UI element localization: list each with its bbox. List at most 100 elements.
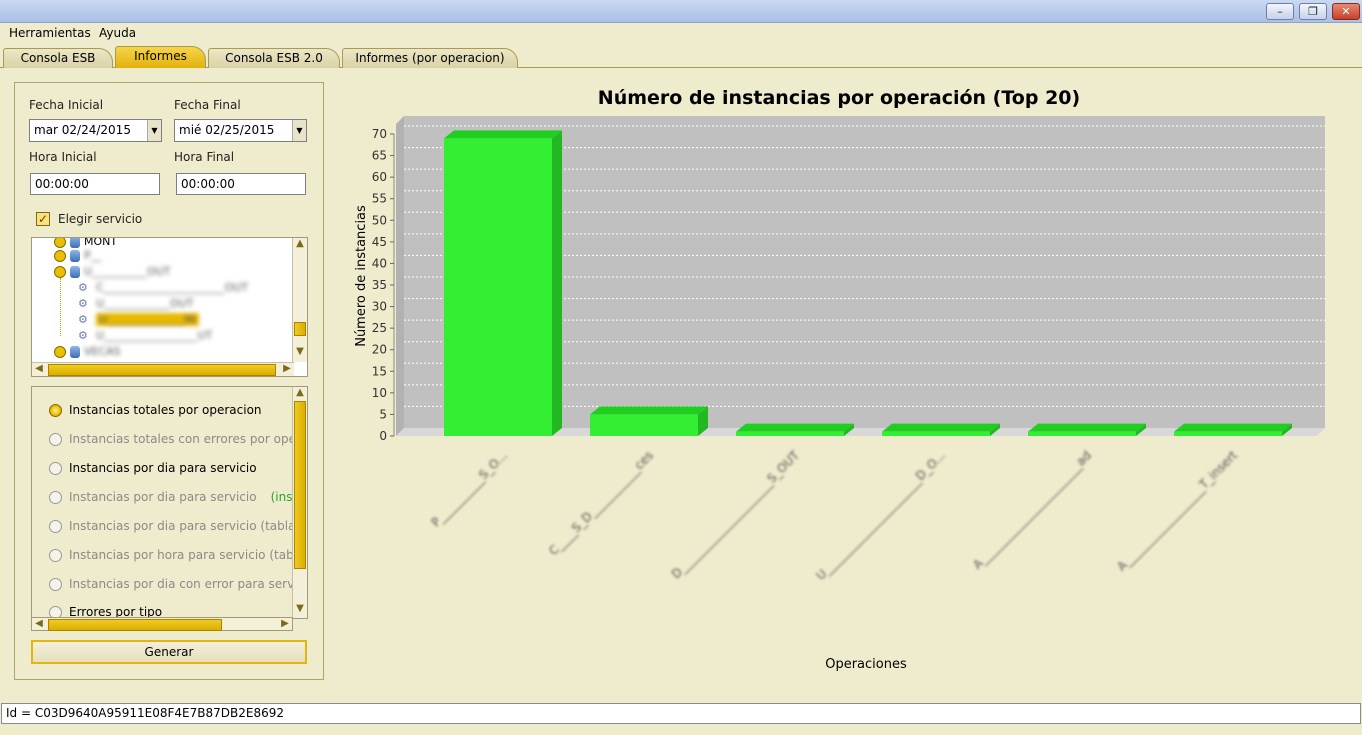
report-horizontal-scrollbar[interactable]: ◀ ▶ xyxy=(31,617,293,631)
operation-gear-icon: ⚙ xyxy=(78,329,88,342)
tab-consola-esb[interactable]: Consola ESB xyxy=(3,48,113,68)
fecha-inicial-label: Fecha Inicial xyxy=(29,98,104,112)
report-vertical-scrollbar[interactable]: ▲ ▼ xyxy=(292,387,307,618)
y-axis: 0 5 10 15 20 25 30 35 40 45 50 55 60 65 70 xyxy=(372,127,395,443)
tree-leaf[interactable]: ⚙ C______________________OUT xyxy=(78,281,249,294)
bar-top xyxy=(1174,423,1292,432)
radio-instancias-dia-error[interactable]: Instancias por dia con error para servic… xyxy=(49,574,307,594)
scroll-right-icon[interactable]: ▶ xyxy=(281,618,289,629)
bar-side xyxy=(698,406,708,436)
bar-top xyxy=(736,423,854,432)
scroll-right-icon[interactable]: ▶ xyxy=(283,363,291,374)
bar[interactable] xyxy=(882,423,1000,436)
scroll-left-icon[interactable]: ◀ xyxy=(35,618,43,629)
bar[interactable] xyxy=(736,423,854,436)
close-icon[interactable]: ✕ xyxy=(1332,3,1360,20)
scroll-thumb[interactable] xyxy=(294,401,306,569)
bar[interactable] xyxy=(1174,423,1292,436)
tree-node[interactable]: P__ xyxy=(54,248,102,264)
bar-side xyxy=(990,423,1000,436)
filter-panel: Fecha Inicial Fecha Final mar 02/24/2015… xyxy=(14,82,324,680)
tree-node[interactable]: U__________OUT xyxy=(54,264,170,280)
bar-chart: Número de instancias por operación (Top … xyxy=(354,87,1325,672)
scroll-up-icon[interactable]: ▲ xyxy=(296,238,304,249)
bar-top xyxy=(444,130,562,139)
bar-side xyxy=(552,130,562,437)
status-id-field[interactable]: Id = C03D9640A95911E08F4E7B87DB2E8692 xyxy=(1,703,1361,724)
elegir-servicio-label: Elegir servicio xyxy=(58,212,143,226)
y-tick-label: 0 xyxy=(379,429,387,443)
tab-consola-esb-2[interactable]: Consola ESB 2.0 xyxy=(208,48,340,68)
scroll-down-icon[interactable]: ▼ xyxy=(296,603,304,614)
scroll-down-icon[interactable]: ▼ xyxy=(296,346,304,357)
y-tick-label: 40 xyxy=(372,256,387,270)
radio-icon[interactable] xyxy=(49,520,62,533)
tree-leaf[interactable]: ⚙ U____________OUT xyxy=(78,297,194,310)
radio-instancias-dia[interactable]: Instancias por dia para servicio xyxy=(49,458,257,478)
fecha-final-value: mié 02/25/2015 xyxy=(179,123,275,137)
minimize-icon[interactable]: – xyxy=(1266,3,1294,20)
radio-instancias-errores[interactable]: Instancias totales con errores por opera xyxy=(49,429,307,449)
radio-icon[interactable] xyxy=(49,549,62,562)
scroll-thumb[interactable] xyxy=(48,364,276,376)
menu-herramientas[interactable]: Herramientas xyxy=(9,26,91,40)
operation-gear-icon: ⚙ xyxy=(78,281,88,294)
tab-informes-por-operacion[interactable]: Informes (por operacion) xyxy=(342,48,518,68)
tree-leaf[interactable]: ⚙ U_________________UT xyxy=(78,329,213,342)
tree-node[interactable]: MONT xyxy=(54,238,117,250)
tree-horizontal-scrollbar[interactable]: ◀ ▶ xyxy=(32,362,294,376)
database-icon xyxy=(70,346,80,358)
chevron-down-icon[interactable]: ▼ xyxy=(147,120,161,141)
y-axis-label: Número de instancias xyxy=(354,205,369,347)
collapse-toggle-icon[interactable] xyxy=(54,266,66,278)
generar-button[interactable]: Generar xyxy=(31,640,307,664)
fecha-final-combo[interactable]: mié 02/25/2015 ▼ xyxy=(174,119,307,142)
radio-errores-tipo[interactable]: Errores por tipo xyxy=(49,602,162,618)
x-tick-label: P__________S_O... xyxy=(429,448,511,530)
database-icon xyxy=(70,266,80,278)
chevron-down-icon[interactable]: ▼ xyxy=(292,120,306,141)
hora-inicial-input[interactable]: 00:00:00 xyxy=(30,173,160,195)
elegir-servicio-checkbox[interactable]: ✓ xyxy=(36,212,50,226)
radio-instancias-dia-instan[interactable]: Instancias por dia para servicio (instan xyxy=(49,487,307,507)
scroll-thumb[interactable] xyxy=(48,619,222,631)
expand-toggle-icon[interactable] xyxy=(54,346,66,358)
fecha-inicial-value: mar 02/24/2015 xyxy=(34,123,131,137)
y-tick-label: 60 xyxy=(372,170,387,184)
tree-node[interactable]: VECAS xyxy=(54,344,121,360)
expand-toggle-icon[interactable] xyxy=(54,238,66,248)
bars xyxy=(444,130,1292,437)
y-tick-label: 20 xyxy=(372,343,387,357)
radio-icon[interactable] xyxy=(49,578,62,591)
bar[interactable] xyxy=(444,130,562,437)
bar-front xyxy=(444,138,552,437)
radio-instancias-totales[interactable]: Instancias totales por operacion xyxy=(49,400,262,420)
radio-icon[interactable] xyxy=(49,491,62,504)
bar-side xyxy=(1282,423,1292,436)
radio-icon[interactable] xyxy=(49,606,62,618)
radio-instancias-dia-tabla[interactable]: Instancias por dia para servicio (tabla … xyxy=(49,516,307,536)
bar-side xyxy=(844,423,854,436)
tab-informes[interactable]: Informes xyxy=(115,46,206,68)
radio-instancias-hora[interactable]: Instancias por hora para servicio (tabla… xyxy=(49,545,307,565)
tree-leaf-selected[interactable]: ⚙ U______________IN xyxy=(78,312,199,328)
radio-icon[interactable] xyxy=(49,462,62,475)
tree-vertical-scrollbar[interactable]: ▲ ▼ xyxy=(292,238,307,362)
bar[interactable] xyxy=(1028,423,1146,436)
restore-icon[interactable]: ❐ xyxy=(1299,3,1327,20)
menu-ayuda[interactable]: Ayuda xyxy=(99,26,137,40)
x-tick-label: A__________________T_insert xyxy=(1114,448,1240,574)
scroll-thumb[interactable] xyxy=(294,322,306,336)
scroll-left-icon[interactable]: ◀ xyxy=(35,363,43,374)
hora-inicial-label: Hora Inicial xyxy=(29,150,97,164)
y-tick-label: 30 xyxy=(372,300,387,314)
radio-selected-icon[interactable] xyxy=(49,404,62,417)
bar[interactable] xyxy=(590,406,708,436)
expand-toggle-icon[interactable] xyxy=(54,250,66,262)
hora-final-input[interactable]: 00:00:00 xyxy=(176,173,306,195)
scroll-up-icon[interactable]: ▲ xyxy=(296,387,304,398)
radio-icon[interactable] xyxy=(49,433,62,446)
service-tree[interactable]: MONT P__ U__________OUT ⚙ C______________… xyxy=(31,237,308,377)
fecha-inicial-combo[interactable]: mar 02/24/2015 ▼ xyxy=(29,119,162,142)
bar-front xyxy=(882,431,990,436)
